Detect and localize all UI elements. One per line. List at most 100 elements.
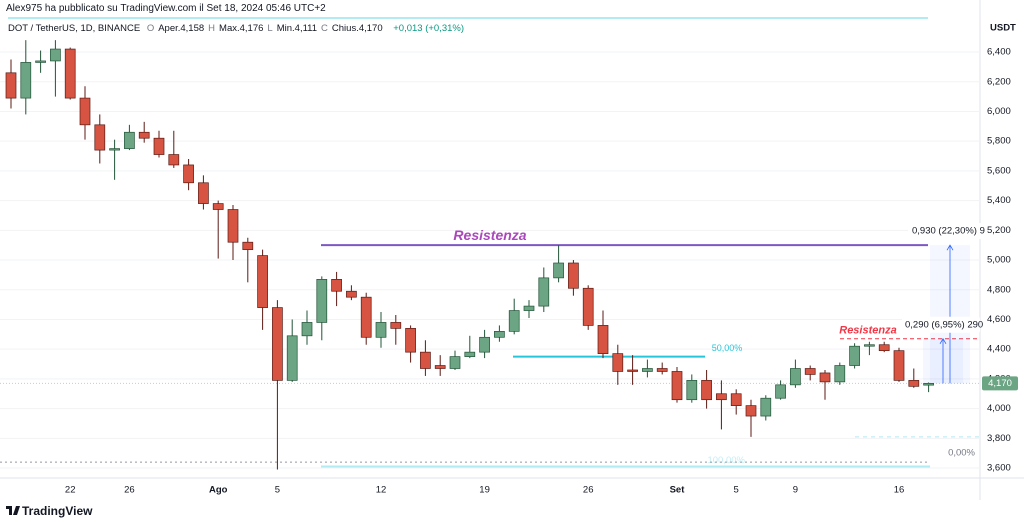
candle-body xyxy=(109,148,120,151)
ohlc-key: O xyxy=(146,23,155,34)
last-price-label: 4,170 xyxy=(988,378,1012,389)
candle-body xyxy=(790,368,801,386)
candle-body xyxy=(272,307,283,381)
candle-body xyxy=(420,351,431,369)
y-tick-label: 5,600 xyxy=(987,165,1011,176)
y-tick-label: 3,800 xyxy=(987,433,1011,444)
candle-body xyxy=(301,322,313,337)
ohlc-value: Aper.4,158 xyxy=(158,23,205,34)
ohlc: O Aper.4,158 H Max.4,176 L Min.4,111 C Chius.4,… xyxy=(147,23,387,34)
candle-body xyxy=(405,328,416,353)
candle-body xyxy=(257,255,268,308)
candle-body xyxy=(331,279,342,292)
y-tick-label: 4,400 xyxy=(987,344,1011,355)
candle-body xyxy=(642,368,653,372)
x-tick-label: 26 xyxy=(583,485,594,496)
candle-body xyxy=(671,371,683,401)
y-tick-label: 5,200 xyxy=(987,225,1011,236)
measure-box xyxy=(902,316,980,333)
y-tick-label: 6,000 xyxy=(987,106,1011,117)
legend: DOT / TetherUS, 1D, BINANCE O Aper.4,158 H… xyxy=(8,23,468,34)
candle-body xyxy=(923,383,934,386)
candle-body xyxy=(153,137,165,155)
candle-body xyxy=(878,344,890,352)
y-tick-label: 4,000 xyxy=(987,403,1011,414)
candle-body xyxy=(568,262,579,289)
candle-body xyxy=(864,344,875,347)
candle-body xyxy=(360,296,372,338)
chart: USDT3,6003,8004,0004,2004,4004,6004,8005… xyxy=(0,0,1024,500)
candle-body xyxy=(79,97,91,126)
candle-body xyxy=(479,336,490,353)
candle-body xyxy=(775,384,786,399)
ohlc-key: L xyxy=(267,23,273,34)
ohlc-value: Max.4,176 xyxy=(219,23,264,34)
candle-body xyxy=(686,380,698,401)
candle-body xyxy=(183,164,194,184)
candle-body xyxy=(286,335,298,381)
candle-body xyxy=(612,353,624,372)
candle-body xyxy=(464,351,476,357)
candle-body xyxy=(819,372,831,383)
candle-body xyxy=(138,131,150,139)
currency: USDT xyxy=(990,23,1016,34)
y-tick-label: 5,400 xyxy=(987,195,1011,206)
x-tick-label: 9 xyxy=(793,485,798,496)
candle-body xyxy=(523,305,535,311)
measure-head xyxy=(939,338,947,344)
candle-body xyxy=(375,322,387,338)
x-tick-label: 16 xyxy=(894,485,905,496)
candle-body xyxy=(745,405,757,417)
candle-body xyxy=(390,322,402,329)
y-tick-label: 4,600 xyxy=(987,314,1011,325)
x-tick-label: 5 xyxy=(734,485,739,496)
logo xyxy=(6,506,20,515)
measure-head xyxy=(946,244,954,251)
annotation-label: Resistenza xyxy=(839,325,896,337)
candle-body xyxy=(908,380,920,387)
y-tick-label: 6,200 xyxy=(987,76,1011,87)
candle-body xyxy=(124,131,135,149)
candle-body xyxy=(35,60,46,63)
candle-body xyxy=(242,241,254,250)
candle-body xyxy=(168,154,180,166)
candle-body xyxy=(64,48,76,99)
candle-body xyxy=(94,124,106,151)
candle-body xyxy=(316,279,328,323)
candle-body xyxy=(553,262,564,279)
candle-body xyxy=(198,182,209,204)
last-price-tag xyxy=(982,376,1018,391)
fib-label: 0,00% xyxy=(948,448,975,459)
measure-label: 0,290 (6,95%) 290 xyxy=(905,319,983,330)
annotation-label: Resistenza xyxy=(453,227,526,243)
x-tick-label: 5 xyxy=(275,485,280,496)
candle-body xyxy=(804,368,816,375)
candle-body xyxy=(494,331,505,338)
x-tick-label: 22 xyxy=(65,485,76,496)
candle-body xyxy=(760,397,772,417)
candle-body xyxy=(893,350,905,381)
candle-body xyxy=(627,369,638,372)
x-tick-label: 26 xyxy=(124,485,135,496)
change: +0,013 (+0,31%) xyxy=(393,23,465,34)
ohlc-value: Chius.4,170 xyxy=(331,23,383,34)
y-tick-label: 3,600 xyxy=(987,463,1011,474)
candle-body xyxy=(582,287,594,326)
candle-body xyxy=(716,393,727,401)
y-tick-label: 4,800 xyxy=(987,284,1011,295)
fib-label: 100,00% xyxy=(707,455,745,466)
ohlc-value: Min.4,111 xyxy=(276,23,318,34)
y-tick-label: 5,000 xyxy=(987,255,1011,266)
x-tick-label: Set xyxy=(670,485,686,496)
footer: TradingView xyxy=(22,504,93,518)
measure-box xyxy=(908,223,986,240)
ohlc-key: H xyxy=(208,23,216,34)
x-tick-label: Ago xyxy=(209,485,228,496)
header: Alex975 ha pubblicato su TradingView.com… xyxy=(6,3,326,14)
annotation-label: 50,00% xyxy=(712,343,743,353)
measure-label: 0,930 (22,30%) 9 xyxy=(912,226,985,237)
candle-body xyxy=(834,365,846,383)
candle-body xyxy=(597,325,609,354)
candle-body xyxy=(730,393,742,406)
